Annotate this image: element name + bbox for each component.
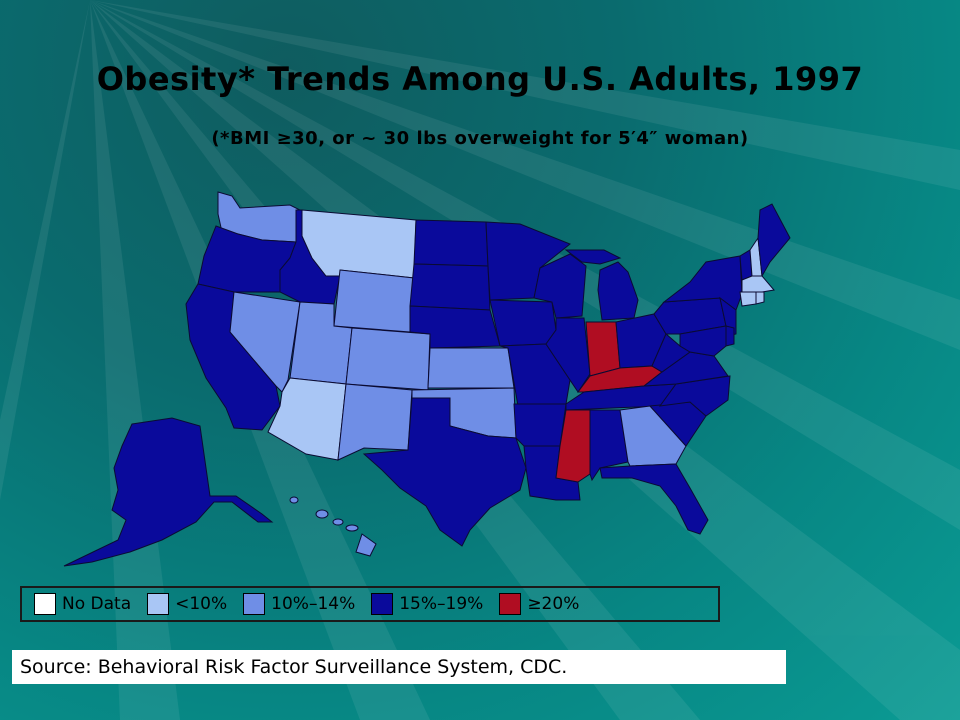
state-tx xyxy=(362,397,527,547)
state-mt xyxy=(301,209,417,279)
state-wy xyxy=(333,269,415,333)
legend-label: ≥20% xyxy=(527,594,580,614)
state-co xyxy=(345,327,431,391)
state-wi xyxy=(533,253,587,319)
legend-item-ge20: ≥20% xyxy=(499,593,579,615)
legend-swatch xyxy=(34,593,56,615)
state-mi xyxy=(597,261,639,321)
state-mi-up xyxy=(564,249,622,265)
state-me xyxy=(757,203,791,278)
state-ri xyxy=(755,291,765,305)
state-ak xyxy=(63,417,274,567)
legend-item-lt10: <10% xyxy=(147,593,227,615)
legend-item-no-data: No Data xyxy=(34,593,131,615)
legend-item-10-14: 10%–14% xyxy=(243,593,355,615)
state-in xyxy=(585,321,621,377)
state-nd xyxy=(413,219,489,267)
legend: No Data <10% 10%–14% 15%–19% ≥20% xyxy=(20,586,720,622)
legend-swatch xyxy=(147,593,170,615)
legend-swatch xyxy=(243,593,266,615)
state-sd xyxy=(409,263,491,311)
page-subtitle: (*BMI ≥30, or ~ 30 lbs overweight for 5′… xyxy=(211,128,749,149)
legend-swatch xyxy=(371,593,394,615)
page-title: Obesity* Trends Among U.S. Adults, 1997 xyxy=(96,60,864,98)
state-fl xyxy=(599,463,709,535)
state-ar xyxy=(513,403,567,447)
state-ia xyxy=(489,299,557,347)
state-nm xyxy=(337,383,413,461)
state-ks xyxy=(427,347,515,389)
state-hi xyxy=(289,496,377,557)
legend-label: <10% xyxy=(175,594,228,614)
state-ma xyxy=(741,275,775,293)
legend-label: 15%–19% xyxy=(399,594,484,614)
source-citation: Source: Behavioral Risk Factor Surveilla… xyxy=(12,650,786,684)
legend-label: No Data xyxy=(62,594,132,614)
state-de xyxy=(725,325,735,347)
legend-label: 10%–14% xyxy=(271,594,356,614)
state-il xyxy=(545,317,591,393)
legend-swatch xyxy=(499,593,522,615)
legend-item-15-19: 15%–19% xyxy=(371,593,483,615)
state-ct xyxy=(739,291,757,307)
